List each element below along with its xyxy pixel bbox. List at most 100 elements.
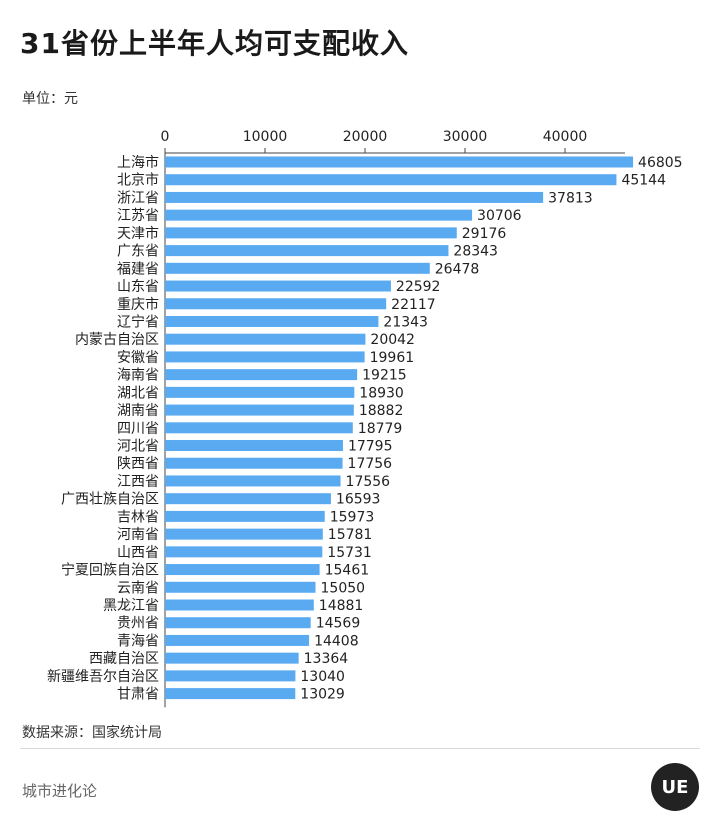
- unit-label: 单位：元: [22, 91, 78, 107]
- bar: [165, 386, 355, 398]
- logo-text: UE: [661, 776, 689, 798]
- category-label: 山西省: [117, 545, 159, 561]
- bar: [165, 315, 379, 327]
- value-label: 15781: [328, 527, 373, 543]
- value-label: 30706: [477, 208, 522, 224]
- category-label: 山东省: [117, 279, 159, 295]
- value-label: 18930: [359, 385, 404, 401]
- category-label: 黑龙江省: [103, 598, 159, 614]
- bar: [165, 564, 320, 576]
- bar: [165, 634, 310, 646]
- category-label: 江苏省: [117, 208, 159, 224]
- bar: [165, 440, 343, 452]
- bar: [165, 227, 457, 239]
- footer-brand: 城市进化论: [22, 782, 98, 800]
- category-label: 广东省: [117, 244, 159, 260]
- bar: [165, 510, 325, 522]
- brand-logo: UE: [651, 763, 699, 811]
- value-label: 19961: [370, 350, 415, 366]
- bar: [165, 457, 343, 469]
- value-label: 19215: [362, 368, 407, 384]
- bar: [165, 209, 473, 221]
- value-label: 17795: [348, 439, 393, 455]
- value-label: 37813: [548, 190, 593, 206]
- x-tick-label: 20000: [343, 129, 388, 145]
- x-tick-label: 40000: [543, 129, 588, 145]
- category-label: 新疆维吾尔自治区: [47, 669, 159, 685]
- value-label: 15731: [327, 545, 372, 561]
- bar: [165, 333, 366, 345]
- value-label: 15050: [321, 580, 366, 596]
- value-label: 14408: [314, 633, 359, 649]
- category-label: 云南省: [117, 580, 159, 596]
- bar: [165, 262, 430, 274]
- bar: [165, 493, 331, 505]
- category-label: 浙江省: [117, 190, 159, 206]
- value-label: 14569: [316, 616, 361, 632]
- category-label: 内蒙古自治区: [75, 332, 159, 348]
- bar: [165, 546, 323, 558]
- value-label: 14881: [319, 598, 364, 614]
- x-tick-label: 0: [161, 129, 170, 145]
- bar: [165, 191, 544, 203]
- bar: [165, 599, 314, 611]
- value-label: 45144: [621, 173, 666, 189]
- bar: [165, 617, 311, 629]
- category-label: 天津市: [117, 225, 159, 242]
- category-label: 陕西省: [117, 456, 159, 472]
- bar: [165, 688, 296, 700]
- bar: [165, 652, 299, 664]
- value-label: 29176: [462, 226, 507, 242]
- category-label: 甘肃省: [117, 687, 159, 703]
- value-label: 18882: [359, 403, 404, 419]
- category-label: 海南省: [117, 368, 159, 384]
- value-label: 13040: [300, 669, 345, 685]
- bar: [165, 156, 634, 168]
- bar: [165, 245, 449, 257]
- bar: [165, 298, 387, 310]
- bar: [165, 670, 296, 682]
- category-label: 西藏自治区: [89, 651, 159, 667]
- bar: [165, 174, 617, 186]
- value-label: 16593: [336, 492, 381, 508]
- category-label: 江西省: [117, 474, 159, 490]
- value-label: 15973: [330, 509, 375, 525]
- category-label: 宁夏回族自治区: [61, 562, 159, 579]
- value-label: 22592: [396, 279, 441, 295]
- value-label: 18779: [358, 421, 403, 437]
- footer-divider: [20, 748, 700, 749]
- category-label: 湖南省: [117, 403, 159, 419]
- category-label: 辽宁省: [117, 313, 159, 330]
- bar: [165, 404, 354, 416]
- category-label: 四川省: [117, 421, 159, 437]
- category-label: 青海省: [117, 633, 159, 649]
- bar: [165, 422, 353, 434]
- bar-chart: 0 10000 20000 30000 40000 上海市 46805 北京市 45144 浙江省…: [47, 129, 683, 708]
- value-label: 13029: [300, 687, 345, 703]
- category-label: 北京市: [117, 172, 159, 189]
- x-tick-label: 10000: [243, 129, 288, 145]
- category-label: 河北省: [117, 439, 159, 455]
- value-label: 26478: [435, 261, 480, 277]
- value-label: 17756: [348, 456, 393, 472]
- bar: [165, 351, 365, 363]
- bar: [165, 528, 323, 540]
- bar: [165, 581, 316, 593]
- value-label: 46805: [638, 155, 683, 171]
- value-label: 15461: [325, 563, 370, 579]
- category-label: 广西壮族自治区: [61, 492, 159, 508]
- value-label: 22117: [391, 297, 436, 313]
- category-label: 上海市: [117, 154, 159, 171]
- category-label: 福建省: [117, 261, 159, 277]
- chart-title: 31省份上半年人均可支配收入: [20, 27, 409, 60]
- bar: [165, 475, 341, 487]
- value-label: 20042: [370, 332, 415, 348]
- value-label: 17556: [346, 474, 391, 490]
- source-label: 数据来源：国家统计局: [22, 725, 162, 741]
- value-label: 21343: [383, 314, 428, 330]
- x-tick-label: 30000: [443, 129, 488, 145]
- category-label: 河南省: [117, 527, 159, 543]
- value-label: 13364: [304, 651, 349, 667]
- category-label: 贵州省: [117, 616, 159, 632]
- category-label: 安徽省: [117, 350, 159, 366]
